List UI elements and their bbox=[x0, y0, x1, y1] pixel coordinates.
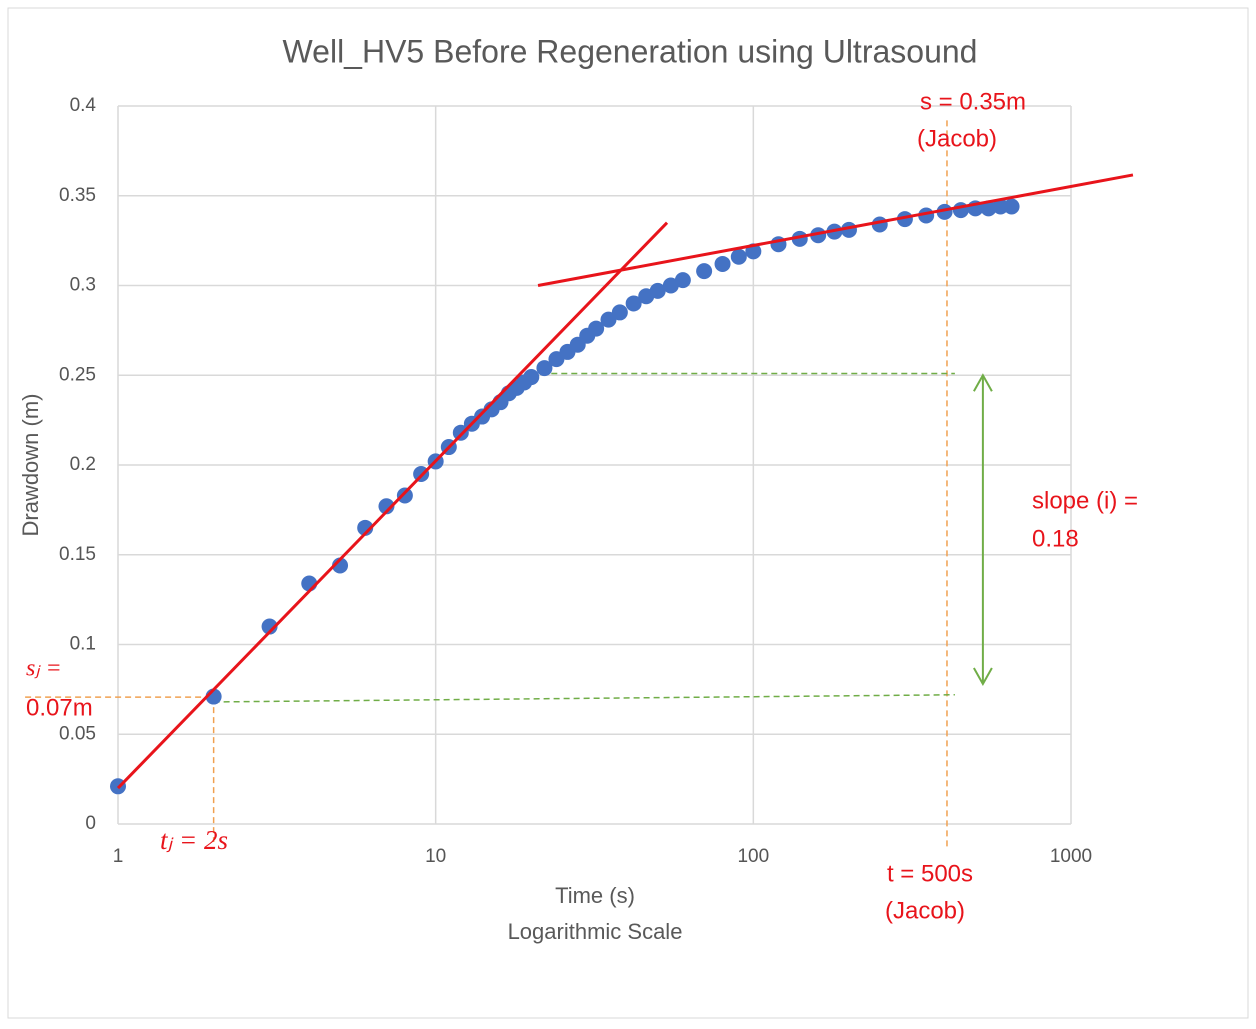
y-axis-label: Drawdown (m) bbox=[18, 393, 43, 536]
annotation: sⱼ = bbox=[26, 656, 62, 682]
chart-frame bbox=[7, 7, 1249, 1019]
point bbox=[696, 263, 713, 280]
y-tick-label: 0.15 bbox=[59, 544, 96, 565]
point bbox=[625, 295, 642, 312]
guide-line bbox=[213, 694, 955, 703]
point bbox=[452, 424, 469, 441]
point bbox=[600, 311, 617, 328]
annotation: t = 500s bbox=[887, 860, 973, 887]
x-tick-label: 100 bbox=[737, 846, 769, 867]
y-tick-label: 0.35 bbox=[59, 185, 96, 206]
point bbox=[714, 255, 731, 272]
point bbox=[730, 248, 747, 265]
point bbox=[1003, 198, 1020, 215]
x-tick-label: 1000 bbox=[1050, 846, 1092, 867]
y-tick-label: 0.05 bbox=[59, 723, 96, 744]
annotation: tⱼ = 2s bbox=[160, 825, 228, 855]
y-tick-label: 0.1 bbox=[70, 634, 96, 655]
point bbox=[588, 320, 605, 337]
y-tick-label: 0 bbox=[85, 813, 96, 834]
x-tick-label: 1 bbox=[113, 846, 124, 867]
annotation: 0.07m bbox=[26, 694, 93, 721]
y-tick-label: 0.2 bbox=[70, 454, 96, 475]
arrow-head bbox=[973, 373, 993, 687]
point bbox=[357, 519, 374, 536]
point bbox=[611, 304, 628, 321]
y-tick-label: 0.25 bbox=[59, 364, 96, 385]
y-tick-label: 0.3 bbox=[70, 275, 96, 296]
point bbox=[674, 272, 691, 289]
trendline bbox=[537, 173, 1134, 287]
point bbox=[523, 369, 540, 386]
annotation: slope (i) = bbox=[1032, 487, 1138, 514]
x-tick-label: 10 bbox=[425, 846, 446, 867]
x-axis-label: Logarithmic Scale bbox=[508, 919, 683, 944]
annotation: (Jacob) bbox=[885, 897, 965, 924]
x-axis-label: Time (s) bbox=[555, 883, 635, 908]
annotation: (Jacob) bbox=[917, 125, 997, 152]
annotation: 0.18 bbox=[1032, 525, 1079, 552]
point bbox=[261, 618, 278, 635]
trendline bbox=[116, 221, 669, 790]
chart-title: Well_HV5 Before Regeneration using Ultra… bbox=[283, 33, 978, 69]
plot: 0 0.05 0.1 0.15 0.2 0.25 0.3 0.35 0.4 1 10 100 1000 bbox=[25, 95, 1134, 867]
y-tick-label: 0.4 bbox=[70, 95, 97, 116]
point bbox=[980, 200, 997, 217]
annotation: s = 0.35m bbox=[920, 88, 1026, 115]
point bbox=[536, 360, 553, 377]
point bbox=[396, 487, 413, 504]
point bbox=[992, 198, 1009, 215]
point bbox=[649, 282, 666, 299]
point bbox=[378, 498, 395, 515]
point bbox=[662, 277, 679, 294]
